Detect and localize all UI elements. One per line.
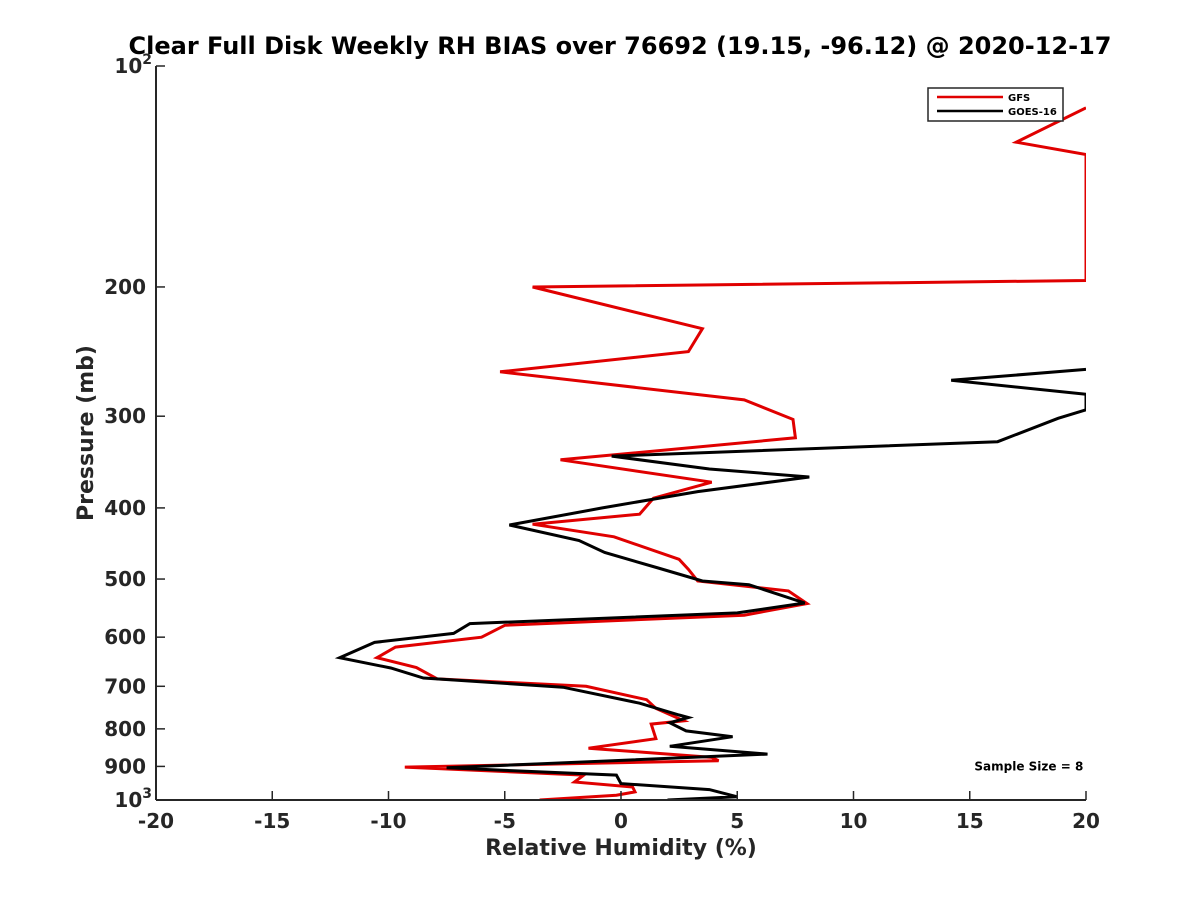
y-tick-label: 900 bbox=[104, 754, 146, 778]
y-axis-label: Pressure (mb) bbox=[74, 345, 99, 521]
y-tick-label-exponent: 2 bbox=[142, 52, 152, 68]
y-tick-label-base: 10 bbox=[114, 788, 142, 812]
series-line-gfs bbox=[372, 106, 1086, 800]
y-tick-label-base: 10 bbox=[114, 54, 142, 78]
x-tick-label: -20 bbox=[138, 809, 174, 833]
sample-size-annotation: Sample Size = 8 bbox=[974, 759, 1083, 773]
x-tick-label: -10 bbox=[370, 809, 406, 833]
legend: GFS GOES-16 bbox=[927, 87, 1064, 122]
y-tick-label: 102 bbox=[114, 52, 152, 78]
x-tick-label: -5 bbox=[494, 809, 516, 833]
y-tick-label: 200 bbox=[104, 275, 146, 299]
x-tick-label: 15 bbox=[956, 809, 984, 833]
series-layer bbox=[334, 106, 1086, 800]
x-tick-label: 10 bbox=[840, 809, 868, 833]
x-tick-label: 5 bbox=[730, 809, 744, 833]
y-tick-label: 500 bbox=[104, 567, 146, 591]
y-tick-label: 103 bbox=[114, 786, 152, 812]
y-tick-label: 800 bbox=[104, 717, 146, 741]
chart-title: Clear Full Disk Weekly RH BIAS over 7669… bbox=[129, 32, 1112, 60]
x-axis-label: Relative Humidity (%) bbox=[485, 836, 757, 861]
legend-label-gfs: GFS bbox=[1008, 93, 1030, 104]
legend-box bbox=[927, 87, 1064, 122]
x-tick-label: 20 bbox=[1072, 809, 1100, 833]
y-tick-label-exponent: 3 bbox=[142, 786, 152, 802]
series-line-goes16 bbox=[334, 367, 1086, 800]
y-tick-label: 700 bbox=[104, 674, 146, 698]
x-tick-label: -15 bbox=[254, 809, 290, 833]
y-tick-label: 600 bbox=[104, 625, 146, 649]
x-axis-ticks: -20 -15 -10 -5 0 5 10 15 20 bbox=[138, 791, 1100, 833]
legend-label-goes16: GOES-16 bbox=[1008, 107, 1057, 118]
y-tick-label: 300 bbox=[104, 404, 146, 428]
x-tick-label: 0 bbox=[614, 809, 628, 833]
y-tick-label: 400 bbox=[104, 496, 146, 520]
